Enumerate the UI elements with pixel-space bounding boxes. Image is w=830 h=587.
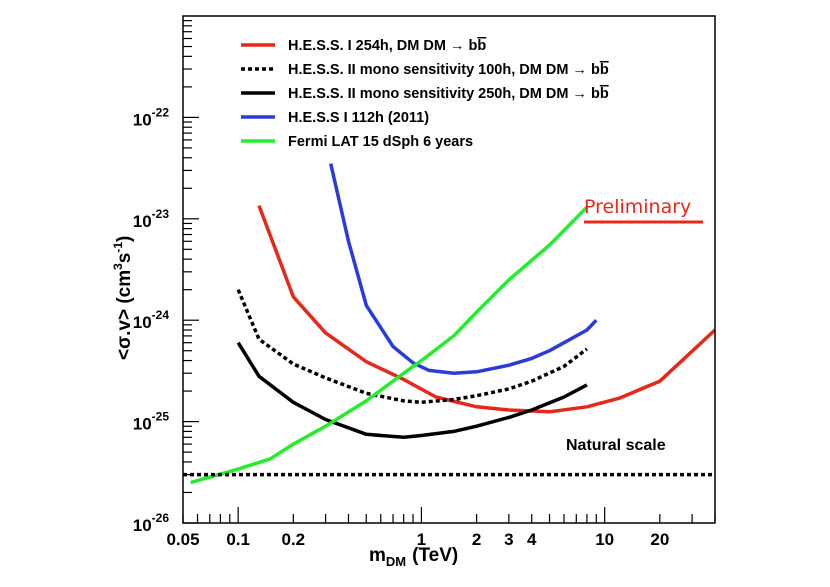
y-tick-label: 10-25	[133, 410, 170, 434]
legend-label: H.E.S.S I 112h (2011)	[288, 110, 429, 126]
x-tick-label: 2	[472, 530, 481, 549]
legend-label: H.E.S.S. I 254h, DM DM → bb	[288, 38, 486, 54]
legend-label: H.E.S.S. II mono sensitivity 250h, DM DM…	[288, 86, 609, 102]
x-tick-labels: 0.05 0.1 0.2 1 2 3 4 10 20	[166, 530, 669, 549]
y-axis-title: <σ.v> (cm3s-1)	[111, 236, 135, 360]
series-line	[328, 163, 598, 375]
series-line	[257, 204, 715, 414]
y-tick-label: 10-22	[133, 105, 170, 129]
legend: H.E.S.S. I 254h, DM DM → bb H.E.S.S. II m…	[241, 38, 609, 150]
x-tick-label: 0.2	[282, 530, 306, 549]
legend-label: H.E.S.S. II mono sensitivity 100h, DM DM…	[288, 62, 609, 78]
x-tick-label: 3	[504, 530, 513, 549]
natural-scale-label: Natural scale	[566, 437, 666, 454]
x-tick-label: 0.1	[226, 530, 250, 549]
x-axis-title: mDM (TeV)	[369, 545, 458, 569]
legend-label: Fermi LAT 15 dSph 6 years	[288, 134, 473, 150]
y-tick-label: 10-24	[133, 308, 170, 332]
x-tick-label: 1	[417, 530, 426, 549]
x-tick-label: 20	[650, 530, 669, 549]
curves	[183, 163, 715, 485]
ticks	[182, 20, 716, 524]
series-line	[236, 341, 588, 440]
series-line	[236, 289, 588, 405]
preliminary-label: Preliminary	[584, 196, 691, 218]
y-tick-labels: 10-26 10-25 10-24 10-23 10-22	[133, 105, 170, 535]
x-tick-label: 0.05	[166, 530, 199, 549]
x-tick-label: 4	[527, 530, 537, 549]
series-line	[190, 205, 589, 485]
y-tick-label: 10-26	[133, 511, 170, 535]
plot-frame	[182, 15, 716, 524]
x-tick-label: 10	[595, 530, 614, 549]
y-tick-label: 10-23	[133, 207, 170, 231]
